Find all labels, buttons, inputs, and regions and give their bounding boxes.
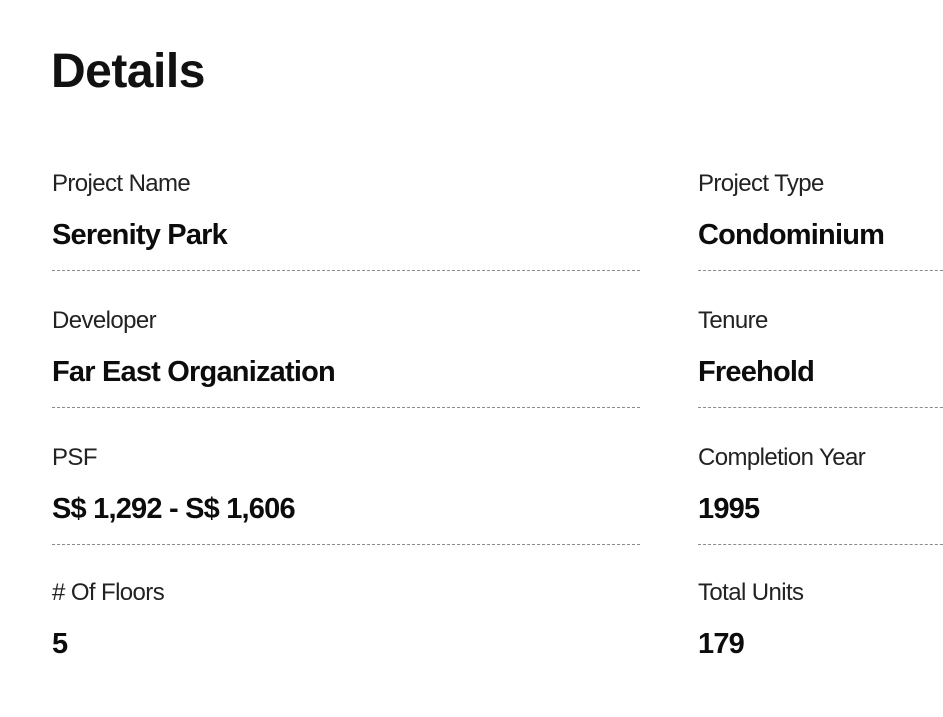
field-value: Freehold xyxy=(698,356,815,388)
divider xyxy=(698,270,943,271)
field-value: 1995 xyxy=(698,493,760,525)
field-value: S$ 1,292 - S$ 1,606 xyxy=(52,493,296,525)
field-completion-year: Completion Year 1995 xyxy=(698,444,943,545)
field-label: PSF xyxy=(52,444,97,471)
field-project-name: Project Name Serenity Park xyxy=(52,170,640,271)
field-developer: Developer Far East Organization xyxy=(52,307,640,408)
field-value: Condominium xyxy=(698,219,885,251)
divider xyxy=(698,544,943,545)
field-label: Project Type xyxy=(698,170,824,197)
divider xyxy=(52,407,640,408)
field-tenure: Tenure Freehold xyxy=(698,307,943,408)
field-total-units: Total Units 179 xyxy=(698,579,943,661)
divider xyxy=(52,270,640,271)
field-floors: # Of Floors 5 xyxy=(52,579,640,661)
field-psf: PSF S$ 1,292 - S$ 1,606 xyxy=(52,444,640,545)
field-label: Tenure xyxy=(698,307,768,334)
field-label: Completion Year xyxy=(698,444,866,471)
field-project-type: Project Type Condominium xyxy=(698,170,943,271)
field-label: Total Units xyxy=(698,579,804,606)
field-label: Developer xyxy=(52,307,157,334)
field-value: 5 xyxy=(52,628,68,660)
field-value: Serenity Park xyxy=(52,219,228,251)
divider xyxy=(698,407,943,408)
page-title: Details xyxy=(51,45,205,98)
field-value: 179 xyxy=(698,628,745,660)
field-label: # Of Floors xyxy=(52,579,165,606)
divider xyxy=(52,544,640,545)
field-value: Far East Organization xyxy=(52,356,336,388)
field-label: Project Name xyxy=(52,170,191,197)
